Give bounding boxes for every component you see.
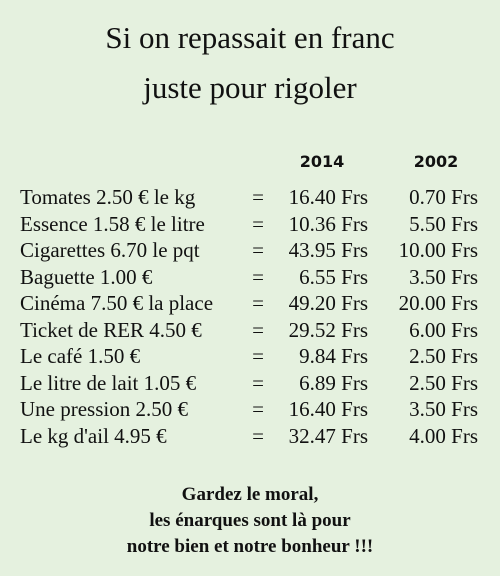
equals-sign: =	[252, 185, 264, 209]
price-2014: 10.36 Frs	[288, 211, 368, 236]
equals-sign: =	[252, 264, 264, 289]
price-2014: 16.40 Frs	[288, 397, 368, 421]
price-2002: 0.70 Frs	[409, 185, 478, 209]
price-2014: 6.89 Frs	[299, 370, 368, 395]
item-label: Tomates 2.50 € le kg	[20, 185, 196, 209]
item-label: Le litre de lait 1.05 €	[20, 370, 197, 395]
column-header: 2002	[413, 152, 459, 171]
item-label: Une pression 2.50 €	[20, 397, 188, 421]
item-label: Baguette 1.00 €	[20, 264, 153, 289]
footer-line: les énarques sont là pour	[149, 510, 351, 531]
item-label: Essence 1.58 € le litre	[20, 211, 205, 236]
price-2014: 6.55 Frs	[299, 264, 368, 289]
column-header: 2014	[299, 152, 345, 171]
equals-sign: =	[252, 211, 264, 236]
price-2014: 9.84 Frs	[299, 344, 368, 368]
price-2002: 10.00 Frs	[398, 238, 478, 262]
equals-sign: =	[252, 423, 264, 448]
price-2002: 20.00 Frs	[398, 291, 478, 315]
item-label: Ticket de RER 4.50 €	[20, 317, 202, 342]
item-label: Le kg d'ail 4.95 €	[20, 423, 167, 448]
price-2002: 4.00 Frs	[409, 423, 478, 448]
equals-sign: =	[252, 370, 264, 395]
item-label: Cigarettes 6.70 le pqt	[20, 238, 200, 262]
item-label: Cinéma 7.50 € la place	[20, 291, 214, 315]
equals-sign: =	[252, 238, 264, 262]
equals-sign: =	[252, 344, 264, 368]
footer-line: notre bien et notre bonheur !!!	[126, 536, 374, 557]
price-2014: 43.95 Frs	[288, 238, 368, 262]
equals-sign: =	[252, 291, 264, 315]
price-2002: 3.50 Frs	[409, 397, 478, 421]
price-2002: 3.50 Frs	[409, 264, 478, 289]
price-2002: 2.50 Frs	[409, 370, 478, 395]
price-2002: 6.00 Frs	[409, 317, 478, 342]
price-2002: 2.50 Frs	[409, 344, 478, 368]
title-line: Si on repassait en franc	[105, 20, 395, 55]
equals-sign: =	[252, 397, 264, 421]
item-label: Le café 1.50 €	[20, 344, 141, 368]
price-2014: 29.52 Frs	[288, 317, 368, 342]
equals-sign: =	[252, 317, 264, 342]
price-2014: 16.40 Frs	[288, 185, 368, 209]
footer-line: Gardez le moral,	[181, 484, 319, 505]
title-line: juste pour rigoler	[143, 70, 357, 105]
price-2014: 32.47 Frs	[288, 423, 368, 448]
price-2002: 5.50 Frs	[409, 211, 478, 236]
price-2014: 49.20 Frs	[288, 291, 368, 315]
